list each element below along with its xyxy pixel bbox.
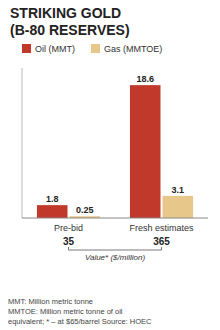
data-label: 0.25 (76, 205, 94, 215)
data-labels: 1.8 18.6 0.25 3.1 (46, 74, 184, 215)
bar (130, 85, 161, 218)
legend: Oil (MMT) Gas (MMTOE) (22, 44, 162, 54)
y-axis-line (22, 68, 23, 218)
category-values: 35 365 Value* ($/million) (63, 236, 170, 262)
legend-label: Oil (MMT) (35, 44, 75, 54)
legend-label: Gas (MMTOE) (104, 44, 162, 54)
bracket (69, 247, 162, 250)
subtitle: (B-80 RESERVES) (10, 22, 130, 38)
x-tick-label: Fresh estimates (129, 223, 194, 233)
data-label: 1.8 (46, 194, 59, 204)
footnote: MMT: Million metric tonneMMTOE: Million … (8, 297, 152, 326)
category-value: 35 (63, 236, 75, 247)
footnote-line: equivalent; * – at $65/barrel Source: HO… (8, 317, 152, 326)
legend-swatch (91, 44, 100, 53)
bar (163, 196, 194, 218)
bar (37, 205, 68, 218)
bars (37, 85, 193, 218)
legend-swatch (22, 44, 31, 53)
x-axis-line (22, 218, 208, 219)
data-label: 3.1 (172, 185, 185, 195)
footnote-line: MMTOE: Million metric tonne of oil (8, 307, 123, 316)
title: STRIKING GOLD (10, 5, 121, 21)
x-tick-label: Pre-bid (54, 223, 83, 233)
x-tick-labels: Pre-bid Fresh estimates (54, 223, 194, 233)
chart: STRIKING GOLD(B-80 RESERVES) Oil (MMT) Gas… (0, 0, 220, 330)
footnote-line: MMT: Million metric tonne (8, 297, 93, 306)
category-values-label: Value* ($/million) (85, 253, 146, 262)
data-label: 18.6 (136, 74, 154, 84)
category-value: 365 (153, 236, 170, 247)
